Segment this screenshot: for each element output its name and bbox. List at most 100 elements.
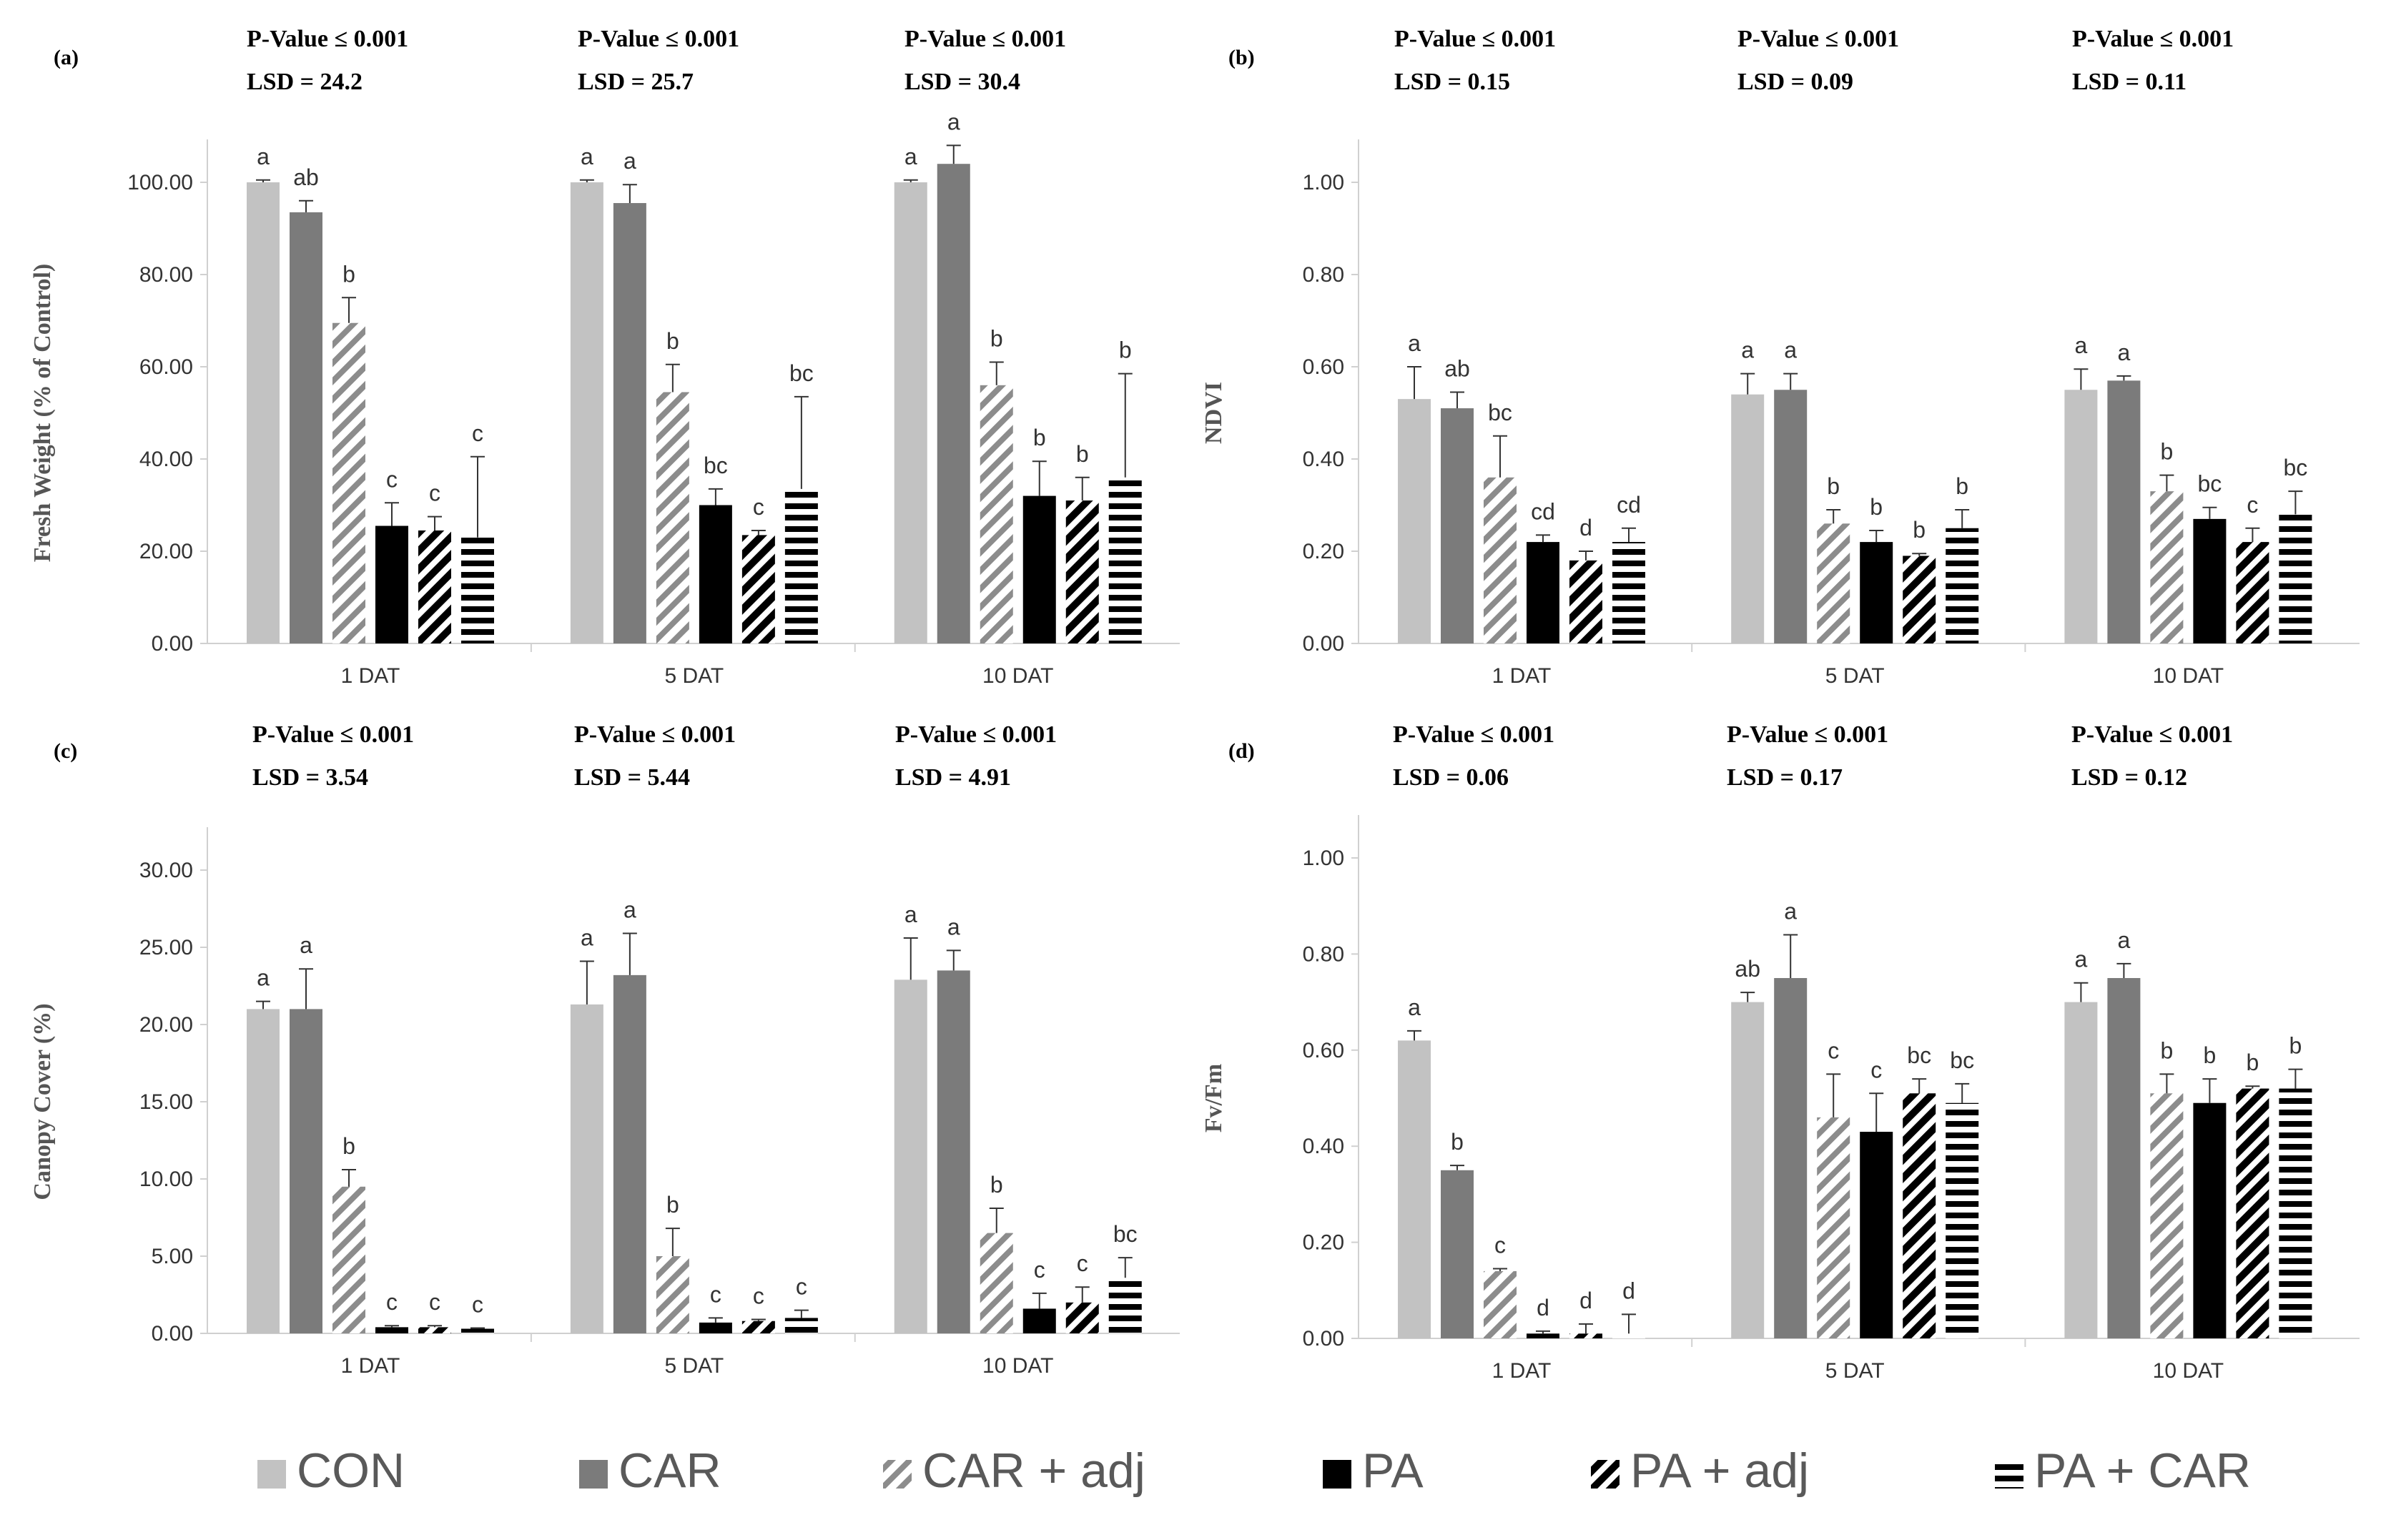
significance-letter: a <box>300 932 312 958</box>
bar-pa-adj <box>1065 500 1099 643</box>
significance-letter: cd <box>1531 498 1555 524</box>
bar-pa <box>699 1322 732 1333</box>
legend-label-pa-adj: PA + adj <box>1630 1443 1809 1498</box>
y-tick-label: 15.00 <box>139 1090 193 1114</box>
y-tick-label: 20.00 <box>139 540 193 563</box>
significance-letter: b <box>2161 439 2174 465</box>
lsd-label: LSD = 0.06 <box>1393 764 1509 791</box>
y-tick-label: 10.00 <box>139 1168 193 1191</box>
bar-pa-adj <box>1903 1093 1936 1338</box>
bar-con <box>247 1009 280 1333</box>
significance-letter: b <box>1076 441 1089 467</box>
p-value-label: P-Value ≤ 0.001 <box>895 721 1057 748</box>
significance-letter: c <box>753 1283 764 1309</box>
bar-pa <box>2193 518 2227 643</box>
significance-letter: a <box>904 144 917 169</box>
significance-letter: a <box>2118 340 2131 365</box>
significance-letter: b <box>1119 337 1132 363</box>
significance-letter: b <box>342 261 355 287</box>
significance-letter: b <box>666 328 679 354</box>
bar-pa-adj <box>418 1327 451 1333</box>
significance-letter: c <box>1494 1233 1506 1258</box>
significance-letter: c <box>386 466 398 492</box>
p-value-label: P-Value ≤ 0.001 <box>1394 26 1556 52</box>
y-tick-label: 0.60 <box>1303 355 1344 379</box>
x-tick-label: 10 DAT <box>982 664 1053 688</box>
significance-letter: b <box>2289 1033 2302 1059</box>
x-tick-label: 1 DAT <box>1492 1359 1552 1383</box>
y-tick-label: 100.00 <box>127 171 193 194</box>
y-tick-label: 40.00 <box>139 448 193 471</box>
legend-swatch-car-adj <box>883 1460 912 1489</box>
significance-letter: b <box>2204 1042 2217 1068</box>
lsd-label: LSD = 30.4 <box>904 69 1020 95</box>
significance-letter: b <box>2247 1050 2259 1075</box>
bar-pa-car <box>2279 514 2312 643</box>
bar-pa-adj <box>2236 1088 2269 1338</box>
bar-pa <box>1860 542 1893 643</box>
significance-letter: a <box>581 144 593 169</box>
lsd-label: LSD = 25.7 <box>578 69 694 95</box>
y-tick-label: 30.00 <box>139 859 193 882</box>
y-tick-label: 20.00 <box>139 1013 193 1037</box>
significance-letter: bc <box>1113 1221 1138 1247</box>
significance-letter: c <box>796 1274 807 1300</box>
significance-letter: b <box>342 1133 355 1159</box>
bar-pa-car <box>1612 542 1645 643</box>
bar-con <box>570 1004 603 1333</box>
significance-letter: c <box>710 1281 721 1307</box>
bar-pa-adj <box>2236 542 2269 643</box>
y-tick-label: 25.00 <box>139 936 193 959</box>
significance-letter: d <box>1579 1288 1592 1313</box>
significance-letter: a <box>623 897 636 923</box>
bar-pa <box>2193 1102 2227 1338</box>
significance-letter: bc <box>1950 1047 1974 1073</box>
y-tick-label: 0.00 <box>152 632 193 656</box>
x-tick-label: 5 DAT <box>1825 1359 1885 1383</box>
significance-letter: a <box>1784 337 1797 363</box>
significance-letter: a <box>257 144 270 169</box>
bar-car <box>2107 380 2141 643</box>
legend-swatch-con <box>257 1460 286 1489</box>
x-tick-label: 10 DAT <box>2153 664 2224 688</box>
y-axis-label: Canopy Cover (%) <box>29 1003 56 1200</box>
legend-swatch-pa-adj <box>1591 1460 1620 1489</box>
significance-letter: bc <box>1907 1042 1931 1068</box>
bar-car <box>290 1009 322 1333</box>
significance-letter: b <box>1870 494 1883 520</box>
bar-car-adj <box>980 385 1013 643</box>
bar-pa-car <box>1108 1278 1142 1333</box>
bar-car-adj <box>1817 523 1850 643</box>
p-value-label: P-Value ≤ 0.001 <box>578 26 739 52</box>
y-tick-label: 0.80 <box>1303 942 1344 966</box>
bar-car <box>2107 978 2141 1338</box>
significance-letter: b <box>1033 425 1046 450</box>
legend-swatch-pa-car <box>1995 1460 2023 1489</box>
panel-tag: (b) <box>1228 46 1255 69</box>
lsd-label: LSD = 4.91 <box>895 764 1011 791</box>
bar-car <box>290 212 322 643</box>
p-value-label: P-Value ≤ 0.001 <box>2071 721 2233 748</box>
significance-letter: a <box>257 965 270 991</box>
y-tick-label: 0.00 <box>1303 1327 1344 1351</box>
significance-letter: d <box>1537 1295 1549 1321</box>
bar-car-adj <box>1817 1117 1850 1338</box>
significance-letter: a <box>1784 899 1797 924</box>
bar-pa <box>699 505 732 643</box>
y-tick-label: 0.60 <box>1303 1039 1344 1062</box>
x-tick-label: 1 DAT <box>341 664 400 688</box>
y-tick-label: 0.00 <box>152 1322 193 1346</box>
significance-letter: c <box>1077 1250 1088 1276</box>
y-tick-label: 1.00 <box>1303 171 1344 194</box>
significance-letter: bc <box>1488 400 1512 425</box>
legend-swatch-pa <box>1323 1460 1351 1489</box>
bar-pa <box>1527 542 1559 643</box>
significance-letter: c <box>429 480 440 506</box>
p-value-label: P-Value ≤ 0.001 <box>1727 721 1888 748</box>
y-tick-label: 1.00 <box>1303 846 1344 870</box>
lsd-label: LSD = 0.11 <box>2072 69 2187 95</box>
legend-label-pa-car: PA + CAR <box>2034 1443 2251 1498</box>
significance-letter: a <box>581 924 593 950</box>
p-value-label: P-Value ≤ 0.001 <box>574 721 736 748</box>
